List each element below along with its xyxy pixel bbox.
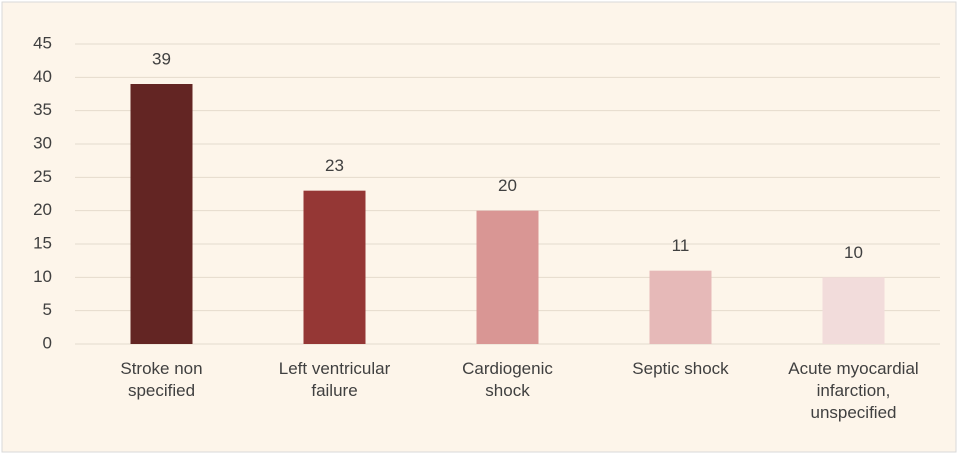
bar (303, 190, 366, 344)
y-tick-label: 30 (33, 133, 52, 152)
x-tick-label: Left ventricular failure (278, 359, 391, 400)
x-tick-label: Acute myocardial infarction, unspecified (788, 359, 919, 422)
bar (649, 270, 712, 344)
data-label: 11 (672, 236, 690, 255)
y-tick-label: 10 (33, 267, 52, 286)
bar (130, 84, 193, 344)
y-tick-label: 5 (43, 300, 52, 319)
y-tick-label: 45 (33, 33, 52, 52)
x-tick-label-box: Septic shock (632, 359, 729, 378)
data-label: 39 (152, 49, 171, 68)
bar (476, 210, 539, 344)
y-tick-label: 20 (33, 200, 52, 219)
y-tick-label: 0 (43, 333, 52, 352)
y-tick-label: 15 (33, 233, 52, 252)
x-tick-label-box: Stroke non specified (120, 359, 203, 400)
x-tick-label-box: Cardiogenic shock (462, 359, 553, 400)
y-tick-label: 40 (33, 67, 52, 86)
bar (822, 277, 885, 344)
data-label: 10 (844, 243, 863, 262)
data-label: 20 (498, 176, 517, 195)
x-tick-label: Stroke non specified (120, 359, 203, 400)
x-tick-label-box: Left ventricular failure (278, 359, 391, 400)
x-tick-label-box: Acute myocardial infarction, unspecified (788, 359, 919, 422)
y-tick-label: 35 (33, 100, 52, 119)
x-tick-label: Cardiogenic shock (462, 359, 553, 400)
data-label: 23 (325, 156, 344, 175)
y-tick-label: 25 (33, 167, 52, 186)
x-tick-label: Septic shock (632, 359, 729, 378)
